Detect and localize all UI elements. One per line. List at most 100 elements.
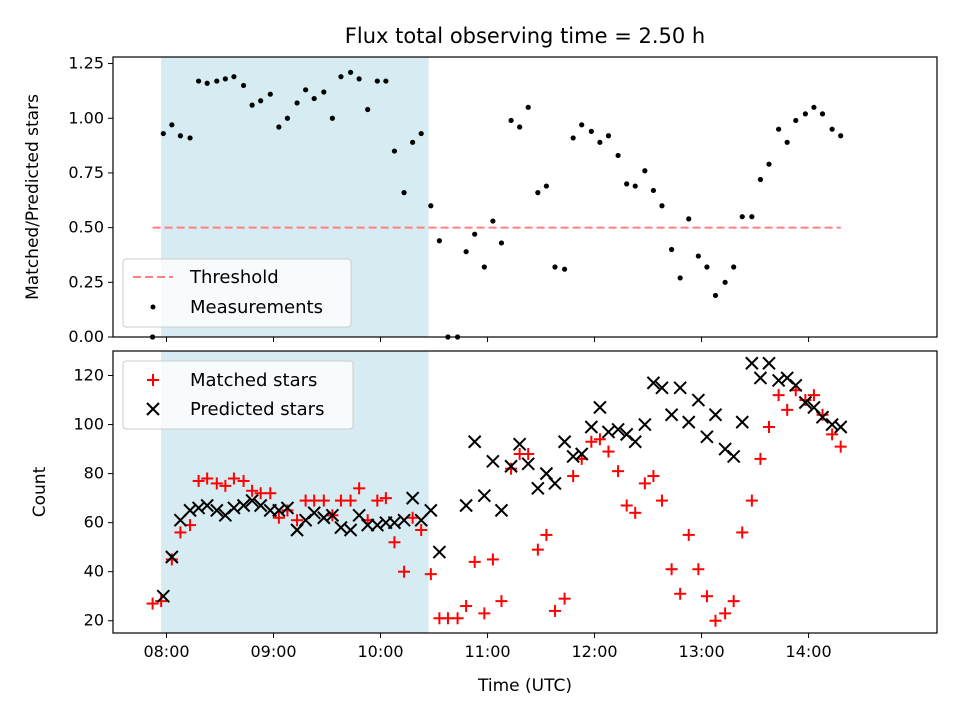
predicted-stars-point (601, 425, 616, 439)
y-tick-label: 1.25 (68, 54, 104, 73)
y-tick-label: 0.75 (68, 163, 104, 182)
measurements-point (605, 133, 612, 139)
predicted-stars-point (531, 481, 545, 496)
matched-stars-point (531, 543, 544, 556)
predicted-stars-point (504, 459, 518, 473)
matched-stars-point (567, 470, 580, 483)
matched-stars-point (665, 563, 678, 576)
predicted-stars-point (638, 417, 652, 432)
measurements-point (187, 135, 193, 141)
matched-legend-label: Matched stars (190, 370, 317, 391)
predicted-stars-point (789, 378, 803, 393)
bottom-legend: Matched stars Predicted stars (122, 360, 354, 430)
measurements-point (498, 240, 505, 246)
x-tick-label: 14:00 (786, 642, 832, 661)
measurements-point (294, 100, 300, 106)
predicted-stars-point (512, 437, 527, 451)
measurements-point (249, 102, 255, 108)
measurements-point (365, 106, 371, 113)
measurements-point (766, 161, 772, 167)
measurements-point (669, 246, 675, 253)
predicted-stars-point (227, 501, 241, 515)
measurements-point (428, 203, 434, 209)
measurements-point (624, 181, 630, 187)
matched-stars-point (201, 472, 214, 485)
measurements-point (276, 124, 282, 130)
measurements-point (712, 292, 719, 299)
matched-stars-point (353, 482, 366, 495)
measurements-point (481, 264, 487, 270)
matched-stars-point (478, 607, 491, 620)
matched-stars-point (398, 565, 411, 578)
predicted-stars-point (566, 449, 580, 464)
measurements-point (284, 115, 291, 121)
matched-stars-point (692, 563, 705, 576)
predicted-legend-label: Predicted stars (190, 399, 324, 420)
predicted-stars-point (753, 371, 768, 385)
measurements-point (802, 111, 808, 117)
predicted-stars-point (245, 493, 259, 508)
y-tick-label: 120 (73, 366, 104, 385)
predicted-stars-point (673, 381, 687, 395)
matched-stars-point (522, 447, 535, 460)
x-tick-label: 11:00 (464, 642, 510, 661)
matched-stars-point (620, 499, 633, 512)
measurements-point (436, 238, 442, 244)
matched-stars-point (379, 492, 392, 505)
measurements-point (303, 87, 309, 93)
matched-stars-point (344, 494, 357, 507)
measurements-point (356, 76, 362, 82)
top-legend-box (122, 258, 352, 328)
x-tick-label: 08:00 (143, 642, 189, 661)
predicted-stars-point (825, 417, 839, 432)
matched-stars-point (558, 592, 571, 605)
matched-stars-point (772, 389, 785, 402)
matched-stars-point (281, 504, 294, 517)
matched-stars-point (826, 428, 839, 441)
predicted-stars-point (735, 415, 749, 429)
measurements-point (222, 76, 228, 82)
predicted-stars-point (815, 410, 830, 424)
predicted-stars-point (236, 498, 251, 513)
y-tick-label: 0.00 (68, 327, 104, 346)
predicted-stars-point (700, 430, 714, 444)
predicted-stars-point (334, 520, 348, 535)
matched-stars-point (655, 494, 668, 507)
predicted-stars-point (200, 498, 214, 513)
matched-stars-point (174, 526, 187, 539)
y-tick-label: 40 (84, 562, 104, 581)
predicted-stars-point (432, 545, 447, 559)
predicted-stars-point (646, 376, 661, 390)
matched-stars-point (237, 474, 250, 487)
measurements-point (410, 139, 416, 145)
measurements-point (731, 264, 737, 270)
measurements-point (472, 231, 478, 237)
measurements-point (811, 104, 817, 110)
y-tick-label: 100 (73, 415, 104, 434)
matched-stars-point (495, 595, 508, 608)
matched-stars-point (612, 465, 625, 478)
matched-stars-point (406, 511, 419, 524)
predicted-stars-point (682, 415, 696, 429)
matched-stars-point (210, 477, 223, 490)
matched-stars-point (629, 506, 642, 519)
measurements-point (401, 190, 407, 196)
predicted-stars-point (628, 435, 642, 449)
measurements-point (579, 122, 585, 128)
matched-stars-point (468, 555, 481, 568)
matched-stars-point (165, 553, 178, 566)
predicted-legend-swatch (146, 402, 160, 416)
predicted-stars-point (317, 511, 331, 525)
matched-stars-point (264, 487, 277, 500)
x-tick-label: 09:00 (250, 642, 296, 661)
matched-stars-point (146, 597, 159, 610)
matched-stars-point (227, 472, 240, 485)
measurements-point (659, 203, 665, 209)
matched-stars-point (371, 494, 384, 507)
bottom-panel: 20 40 60 80 100 120 08:00 09:00 10:00 11:00 12:00 1… (30, 350, 938, 696)
y-tick-label: 20 (84, 611, 104, 630)
predicted-stars-point (745, 356, 759, 370)
measurements-point (321, 89, 327, 95)
predicted-stars-point (272, 503, 286, 518)
